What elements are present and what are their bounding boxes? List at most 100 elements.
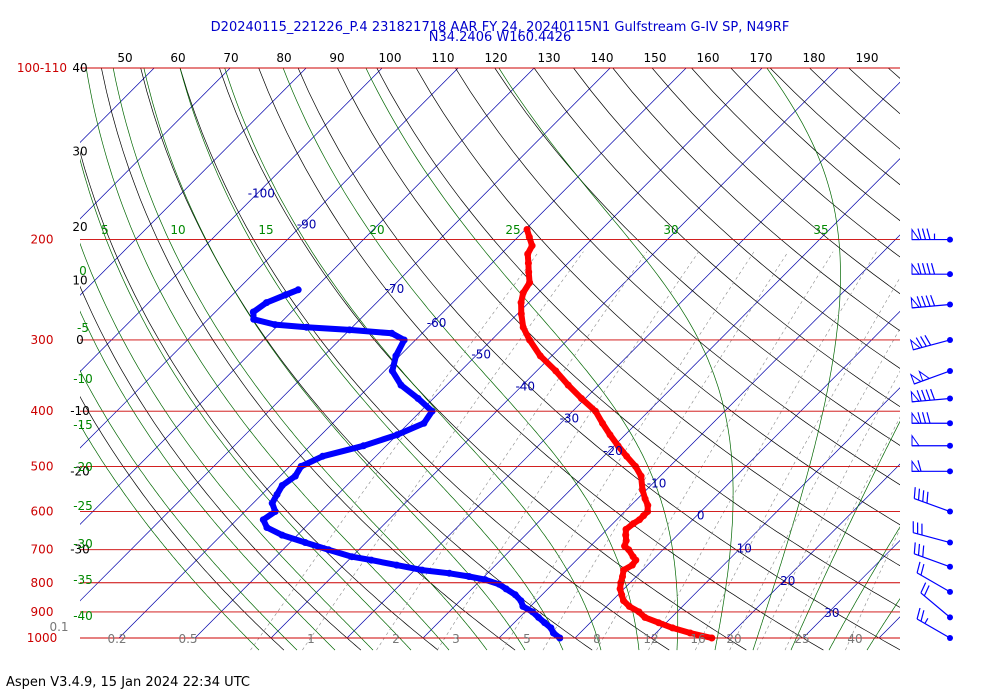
dry-adiabat-line <box>533 68 900 408</box>
profile-point-temperature <box>525 268 533 276</box>
profile-point-dewpoint <box>268 499 276 507</box>
profile-point-temperature <box>526 279 534 287</box>
profile-point-temperature <box>620 566 628 574</box>
theta-e-label: 35 <box>813 223 828 237</box>
moist-adiabat-label: -20 <box>73 460 93 474</box>
moist-adiabat-line <box>80 242 374 651</box>
profile-point-temperature <box>622 531 630 539</box>
moist-adiabat-line <box>752 68 841 651</box>
profile-point-dewpoint <box>547 624 555 632</box>
profile-point-dewpoint <box>282 291 290 299</box>
dry-adiabat-line <box>140 68 593 651</box>
wind-barb-feather <box>917 460 922 472</box>
profile-point-temperature <box>606 431 614 439</box>
isotherm-label: 20 <box>780 574 795 588</box>
profile-point-temperature <box>564 381 572 389</box>
pressure-tick-label: 900 <box>31 605 54 619</box>
pressure-tick-label: 400 <box>31 404 54 418</box>
profile-point-dewpoint <box>263 299 270 307</box>
wind-barb-flag <box>918 370 931 382</box>
pressure-tick-label: 200 <box>31 233 54 247</box>
mixing-ratio-label: 40 <box>847 632 862 646</box>
profile-point-dewpoint <box>420 419 428 427</box>
pressure-tick-label: 700 <box>31 543 54 557</box>
dry-adiabat-line <box>651 68 900 295</box>
mixing-ratio-label: 0.5 <box>178 632 197 646</box>
mixing-ratio-label: 20 <box>726 632 741 646</box>
left-axis-label: 0 <box>76 333 84 347</box>
profile-point-dewpoint <box>348 553 356 561</box>
top-axis-label: 110 <box>432 51 455 65</box>
profile-point-temperature <box>655 619 663 627</box>
mixing-ratio-label: 0.1 <box>49 620 68 634</box>
profile-point-temperature <box>619 573 626 580</box>
wind-barb-feather <box>917 263 922 275</box>
dry-adiabat-line <box>769 68 900 186</box>
profile-point-temperature <box>578 395 585 402</box>
wind-barb-flag <box>909 338 922 351</box>
wind-barb-feather <box>930 263 936 275</box>
wind-barb-staff <box>916 572 951 593</box>
isotherm-line <box>498 234 900 639</box>
profile-point-dewpoint <box>301 539 309 546</box>
dry-adiabat-line <box>612 68 900 332</box>
wind-barb <box>916 561 953 595</box>
isotherm-line <box>574 310 900 639</box>
theta-e-label: 15 <box>258 223 273 237</box>
wind-barb-staff <box>913 532 951 544</box>
dry-adiabat-line <box>848 68 900 115</box>
footer-version: Aspen V3.4.9, 15 Jan 2024 22:34 UTC <box>6 675 250 690</box>
dry-adiabat-line <box>179 68 670 651</box>
pressure-tick-label: 800 <box>31 576 54 590</box>
wind-barb-feather <box>920 582 927 594</box>
dry-adiabat-line <box>455 68 900 486</box>
mixing-ratio-line <box>756 370 900 651</box>
profile-point-temperature <box>599 419 606 427</box>
profile-point-temperature <box>639 486 646 494</box>
wind-barb <box>912 521 953 546</box>
isotherm-line <box>80 68 611 602</box>
profile-point-temperature <box>622 537 630 545</box>
theta-e-label: 25 <box>505 223 520 237</box>
profile-point-dewpoint <box>541 619 549 627</box>
mixing-ratio-line <box>302 251 584 651</box>
moist-adiabat-label: -35 <box>73 573 93 587</box>
wind-barb-feather <box>917 488 921 501</box>
profile-point-dewpoint <box>392 352 400 360</box>
left-axis-label: -10 <box>70 404 90 418</box>
wind-barb-flag <box>911 459 920 472</box>
profile-point-temperature <box>623 452 631 460</box>
dry-adiabat-line <box>101 68 516 651</box>
pressure-tick-label: 100-110 <box>17 61 67 75</box>
profile-point-dewpoint <box>388 367 396 375</box>
moist-adiabat-line <box>282 68 640 651</box>
dry-adiabat-line <box>337 68 900 608</box>
wind-barb-feather <box>926 412 931 424</box>
wind-barb-feather <box>925 389 931 401</box>
profile-point-temperature <box>618 591 626 599</box>
plot-area <box>80 68 900 651</box>
wind-barb <box>911 434 953 449</box>
profile-point-dewpoint <box>360 442 367 450</box>
top-axis-label: 120 <box>485 51 508 65</box>
top-axis-label: 170 <box>750 51 773 65</box>
isotherm-line <box>80 68 307 296</box>
pressure-tick-label: 600 <box>31 505 54 519</box>
top-axis-label: 70 <box>223 51 238 65</box>
wind-barb-flag <box>910 296 921 309</box>
wind-barb-feather <box>913 542 916 554</box>
isotherm-label: -70 <box>385 282 405 296</box>
isotherm-line <box>80 68 459 449</box>
profile-point-dewpoint <box>393 561 401 569</box>
dry-adiabat-line <box>376 68 900 567</box>
isotherm-label: -100 <box>248 186 275 200</box>
profile-point-temperature <box>625 602 633 610</box>
isotherm-label: -90 <box>297 217 317 231</box>
wind-barb-feather <box>930 294 936 307</box>
wind-barb-feather <box>917 543 921 556</box>
wind-barb-staff <box>916 618 951 639</box>
profile-point-dewpoint <box>517 597 525 605</box>
moist-adiabat-line <box>498 68 734 651</box>
profile-point-temperature <box>519 323 527 331</box>
isotherm-label: -20 <box>603 444 623 458</box>
